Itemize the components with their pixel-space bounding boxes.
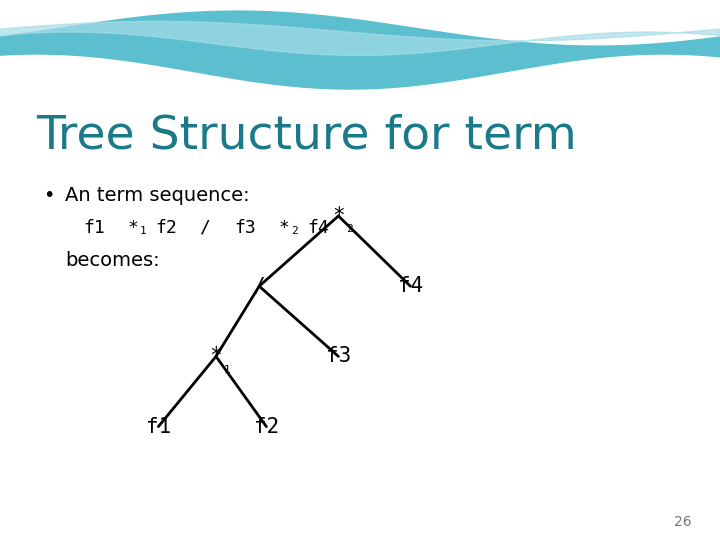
Text: 1: 1 [140, 226, 146, 236]
Text: *: * [332, 206, 345, 226]
Text: f3: f3 [234, 219, 256, 237]
Polygon shape [0, 0, 720, 45]
Text: 1: 1 [224, 365, 231, 375]
Text: 2: 2 [291, 226, 297, 236]
Text: An term sequence:: An term sequence: [65, 186, 249, 205]
Text: becomes:: becomes: [65, 251, 159, 270]
Text: f1: f1 [145, 416, 171, 437]
Text: f4: f4 [307, 219, 329, 237]
Text: f2: f2 [253, 416, 279, 437]
Text: 2: 2 [346, 225, 354, 234]
Text: /: / [253, 276, 266, 296]
Text: Tree Structure for term: Tree Structure for term [36, 113, 577, 158]
Text: f2: f2 [155, 219, 176, 237]
Text: 26: 26 [674, 515, 691, 529]
Text: •: • [43, 186, 55, 205]
Polygon shape [0, 56, 720, 97]
Text: *: * [279, 219, 289, 237]
Polygon shape [0, 22, 720, 56]
Text: *: * [210, 346, 222, 367]
Text: /: / [199, 219, 210, 237]
Text: f1: f1 [83, 219, 104, 237]
Text: f3: f3 [325, 346, 351, 367]
Text: *: * [127, 219, 138, 237]
Text: f4: f4 [397, 276, 423, 296]
